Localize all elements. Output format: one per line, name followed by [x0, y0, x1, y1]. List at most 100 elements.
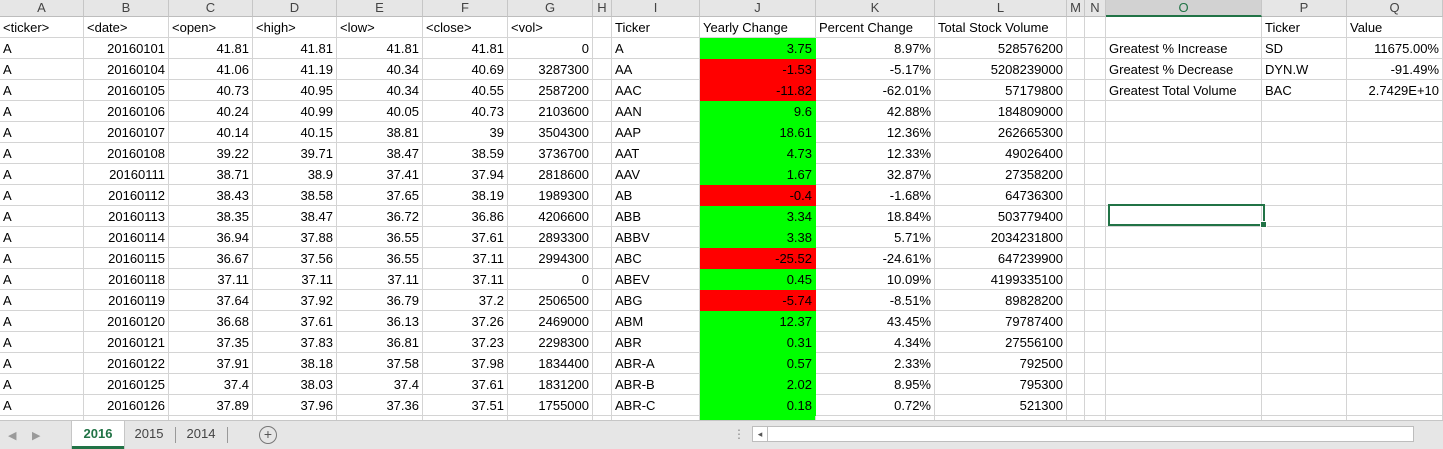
empty-cell[interactable] [593, 143, 612, 164]
empty-cell[interactable] [1106, 353, 1262, 374]
data-cell[interactable]: 4206600 [508, 206, 593, 227]
empty-cell[interactable] [1106, 374, 1262, 395]
header-cell[interactable]: Total Stock Volume [935, 17, 1067, 38]
column-header-q[interactable]: Q [1347, 0, 1443, 17]
total-volume-cell[interactable]: 57179800 [935, 80, 1067, 101]
data-cell[interactable]: 2103600 [508, 101, 593, 122]
data-cell[interactable]: 2587200 [508, 80, 593, 101]
data-cell[interactable]: 37.11 [423, 248, 508, 269]
summary-ticker-cell[interactable]: ABM [612, 311, 700, 332]
data-cell[interactable]: 37.35 [169, 332, 253, 353]
data-cell[interactable]: 36.86 [423, 206, 508, 227]
percent-change-cell[interactable]: -62.01% [816, 80, 935, 101]
data-cell[interactable]: 41.81 [253, 38, 337, 59]
empty-cell[interactable] [593, 311, 612, 332]
total-volume-cell[interactable]: 89828200 [935, 290, 1067, 311]
data-cell[interactable]: 40.34 [337, 80, 423, 101]
empty-cell[interactable] [1106, 17, 1262, 38]
data-cell[interactable]: 38.18 [253, 353, 337, 374]
empty-cell[interactable] [1262, 206, 1347, 227]
data-cell[interactable]: A [0, 311, 84, 332]
summary-ticker-cell[interactable]: ABR-C [612, 395, 700, 416]
yearly-change-cell[interactable]: 0.18 [700, 395, 816, 416]
empty-cell[interactable] [1262, 269, 1347, 290]
yearly-change-cell[interactable]: 4.73 [700, 143, 816, 164]
empty-cell[interactable] [253, 416, 337, 420]
data-cell[interactable]: 20160104 [84, 59, 169, 80]
empty-cell[interactable] [1347, 353, 1443, 374]
empty-cell[interactable] [816, 416, 935, 420]
empty-cell[interactable] [593, 101, 612, 122]
empty-cell[interactable] [1262, 395, 1347, 416]
data-cell[interactable]: 1831200 [508, 374, 593, 395]
empty-cell[interactable] [1067, 290, 1085, 311]
summary-ticker-cell[interactable]: ABR-B [612, 374, 700, 395]
empty-cell[interactable] [1085, 269, 1106, 290]
empty-cell[interactable] [1085, 164, 1106, 185]
bonus-value-cell[interactable]: 2.7429E+10 [1347, 80, 1443, 101]
column-header-e[interactable]: E [337, 0, 423, 17]
data-cell[interactable]: A [0, 353, 84, 374]
data-cell[interactable]: 37.89 [169, 395, 253, 416]
data-cell[interactable]: 36.94 [169, 227, 253, 248]
empty-cell[interactable] [1085, 59, 1106, 80]
empty-cell[interactable] [1067, 227, 1085, 248]
empty-cell[interactable] [612, 416, 700, 420]
data-cell[interactable]: 20160106 [84, 101, 169, 122]
empty-cell[interactable] [593, 164, 612, 185]
percent-change-cell[interactable]: 12.36% [816, 122, 935, 143]
data-cell[interactable]: A [0, 164, 84, 185]
data-cell[interactable]: 38.71 [169, 164, 253, 185]
data-cell[interactable]: A [0, 143, 84, 164]
data-cell[interactable]: 36.55 [337, 227, 423, 248]
percent-change-cell[interactable]: 0.72% [816, 395, 935, 416]
empty-cell[interactable] [1347, 143, 1443, 164]
data-cell[interactable]: 37.91 [169, 353, 253, 374]
empty-cell[interactable] [593, 332, 612, 353]
data-cell[interactable]: 38.9 [253, 164, 337, 185]
column-header-p[interactable]: P [1262, 0, 1347, 17]
total-volume-cell[interactable]: 184809000 [935, 101, 1067, 122]
empty-cell[interactable] [1106, 164, 1262, 185]
data-cell[interactable]: 20160115 [84, 248, 169, 269]
empty-cell[interactable] [1085, 185, 1106, 206]
empty-cell[interactable] [593, 269, 612, 290]
data-cell[interactable]: 20160113 [84, 206, 169, 227]
yearly-change-cell[interactable]: -0.4 [700, 185, 816, 206]
percent-change-cell[interactable]: 43.45% [816, 311, 935, 332]
empty-cell[interactable] [1262, 122, 1347, 143]
data-cell[interactable]: 40.99 [253, 101, 337, 122]
data-cell[interactable]: 20160125 [84, 374, 169, 395]
empty-cell[interactable] [1262, 248, 1347, 269]
total-volume-cell[interactable]: 792500 [935, 353, 1067, 374]
empty-cell[interactable] [1067, 101, 1085, 122]
empty-cell[interactable] [593, 206, 612, 227]
yearly-change-cell[interactable]: 0.31 [700, 332, 816, 353]
data-cell[interactable]: 0 [508, 38, 593, 59]
data-cell[interactable]: 38.19 [423, 185, 508, 206]
column-header-a[interactable]: A [0, 0, 84, 17]
data-cell[interactable]: 20160114 [84, 227, 169, 248]
empty-cell[interactable] [1262, 332, 1347, 353]
data-cell[interactable]: 1755000 [508, 395, 593, 416]
data-cell[interactable]: 1834400 [508, 353, 593, 374]
empty-cell[interactable] [593, 38, 612, 59]
yearly-change-cell[interactable]: -25.52 [700, 248, 816, 269]
yearly-change-cell[interactable]: 0.57 [700, 353, 816, 374]
data-cell[interactable]: 1989300 [508, 185, 593, 206]
summary-ticker-cell[interactable]: AAC [612, 80, 700, 101]
data-cell[interactable]: A [0, 59, 84, 80]
empty-cell[interactable] [1067, 17, 1085, 38]
summary-ticker-cell[interactable]: AAV [612, 164, 700, 185]
data-cell[interactable]: 37.11 [423, 269, 508, 290]
yearly-change-cell[interactable]: -1.53 [700, 59, 816, 80]
empty-cell[interactable] [1262, 290, 1347, 311]
empty-cell[interactable] [1262, 311, 1347, 332]
total-volume-cell[interactable]: 647239900 [935, 248, 1067, 269]
total-volume-cell[interactable]: 528576200 [935, 38, 1067, 59]
data-cell[interactable]: 20160126 [84, 395, 169, 416]
column-header-l[interactable]: L [935, 0, 1067, 17]
data-cell[interactable]: 36.81 [337, 332, 423, 353]
data-cell[interactable]: 38.43 [169, 185, 253, 206]
header-cell[interactable]: Ticker [1262, 17, 1347, 38]
